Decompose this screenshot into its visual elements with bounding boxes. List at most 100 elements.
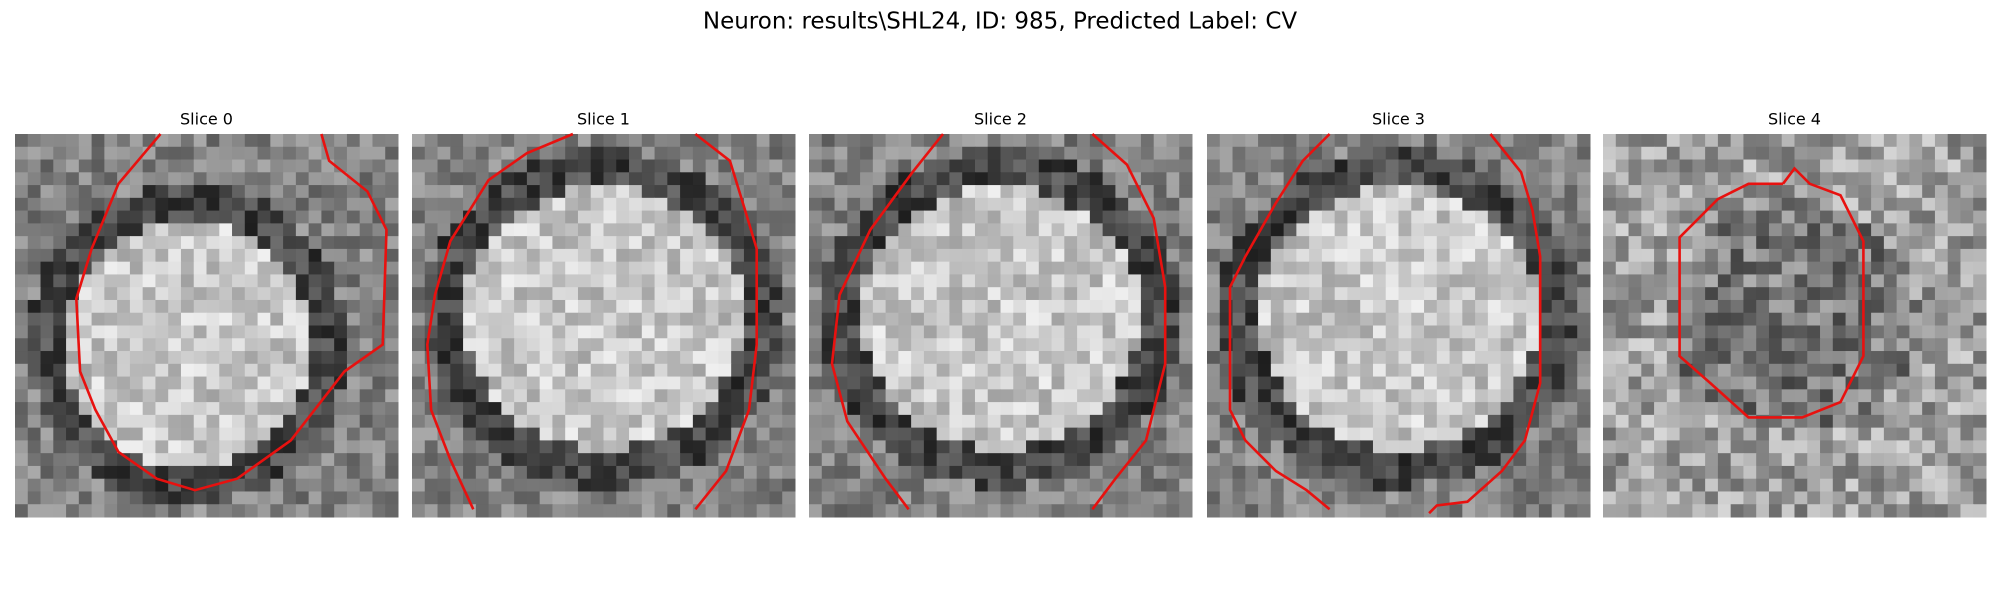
pixel — [1628, 197, 1642, 212]
pixel — [923, 274, 938, 288]
pixel — [257, 312, 271, 326]
pixel — [1424, 248, 1438, 263]
pixel — [1858, 223, 1872, 237]
pixel — [1219, 440, 1234, 454]
pixel — [923, 172, 938, 186]
pixel — [168, 223, 182, 237]
pixel — [346, 274, 361, 288]
pixel — [1128, 363, 1142, 378]
pixel — [257, 287, 271, 301]
pixel — [1000, 299, 1014, 314]
pixel — [1896, 287, 1910, 301]
pixel — [488, 504, 502, 518]
pixel — [936, 197, 950, 212]
pixel — [334, 274, 348, 288]
pixel — [1166, 299, 1180, 314]
pixel — [756, 402, 770, 416]
pixel — [1896, 159, 1910, 173]
pixel — [1283, 197, 1297, 212]
pixel — [860, 414, 874, 429]
pixel — [641, 427, 656, 441]
pixel — [412, 453, 426, 467]
pixel — [1475, 261, 1489, 275]
pixel — [654, 197, 668, 212]
pixel — [412, 338, 426, 352]
pixel — [718, 402, 732, 416]
pixel — [270, 223, 284, 237]
pixel — [1051, 504, 1065, 518]
pixel — [1832, 402, 1847, 416]
pixel — [860, 274, 874, 288]
pixel — [321, 414, 335, 429]
pixel — [334, 325, 348, 339]
pixel — [129, 363, 144, 378]
pixel — [450, 172, 464, 186]
pixel — [616, 134, 630, 148]
pixel — [1679, 274, 1693, 288]
pixel — [1166, 236, 1180, 250]
pixel — [1398, 197, 1412, 212]
pixel — [974, 414, 989, 429]
pixel — [1666, 351, 1681, 365]
pixel — [629, 312, 643, 326]
pixel — [1411, 465, 1425, 480]
pixel — [1026, 504, 1040, 518]
pixel — [1500, 274, 1514, 288]
pixel — [1628, 172, 1642, 186]
pixel — [1730, 504, 1744, 518]
pixel — [1973, 504, 1987, 518]
pixel — [155, 159, 169, 173]
pixel — [1615, 414, 1630, 429]
pixel — [463, 402, 477, 416]
pixel — [142, 351, 156, 365]
pixel — [1794, 197, 1808, 212]
pixel — [1475, 504, 1489, 518]
pixel — [463, 236, 477, 250]
pixel — [321, 312, 335, 326]
pixel — [1666, 146, 1681, 161]
pixel — [1909, 312, 1923, 326]
pixel — [1896, 248, 1910, 263]
pixel — [1334, 504, 1348, 518]
pixel — [1756, 159, 1770, 173]
pixel — [885, 223, 899, 237]
pixel — [1334, 197, 1348, 212]
pixel — [1296, 185, 1310, 199]
pixel — [1794, 261, 1808, 275]
pixel — [1807, 197, 1821, 212]
pixel — [1207, 325, 1221, 339]
pixel — [1666, 491, 1681, 505]
pixel — [40, 440, 54, 454]
pixel — [1245, 465, 1259, 480]
pixel — [923, 287, 938, 301]
pixel — [616, 491, 630, 505]
pixel — [1436, 363, 1451, 378]
pixel — [1743, 197, 1757, 212]
pixel — [1947, 236, 1961, 250]
pixel — [1051, 172, 1065, 186]
pixel — [1102, 504, 1116, 518]
pixel — [949, 134, 963, 148]
pixel — [1051, 465, 1065, 480]
pixel — [1947, 402, 1961, 416]
pixel — [1449, 504, 1463, 518]
pixel — [1385, 491, 1399, 505]
pixel — [1140, 248, 1155, 263]
contour — [1228, 133, 1331, 511]
pixel — [1013, 414, 1027, 429]
pixel — [731, 312, 745, 326]
pixel — [1398, 146, 1412, 161]
pixel — [821, 427, 836, 441]
pixel — [1526, 376, 1540, 390]
pixel — [1153, 325, 1167, 339]
pixel — [232, 504, 246, 518]
pixel — [1909, 248, 1923, 263]
pixel — [847, 465, 861, 480]
pixel — [769, 427, 783, 441]
pixel — [1347, 172, 1361, 186]
pixel — [1245, 363, 1259, 378]
pixel — [219, 376, 233, 390]
pixel — [1385, 453, 1399, 467]
pixel — [769, 389, 783, 403]
pixel — [1564, 338, 1578, 352]
